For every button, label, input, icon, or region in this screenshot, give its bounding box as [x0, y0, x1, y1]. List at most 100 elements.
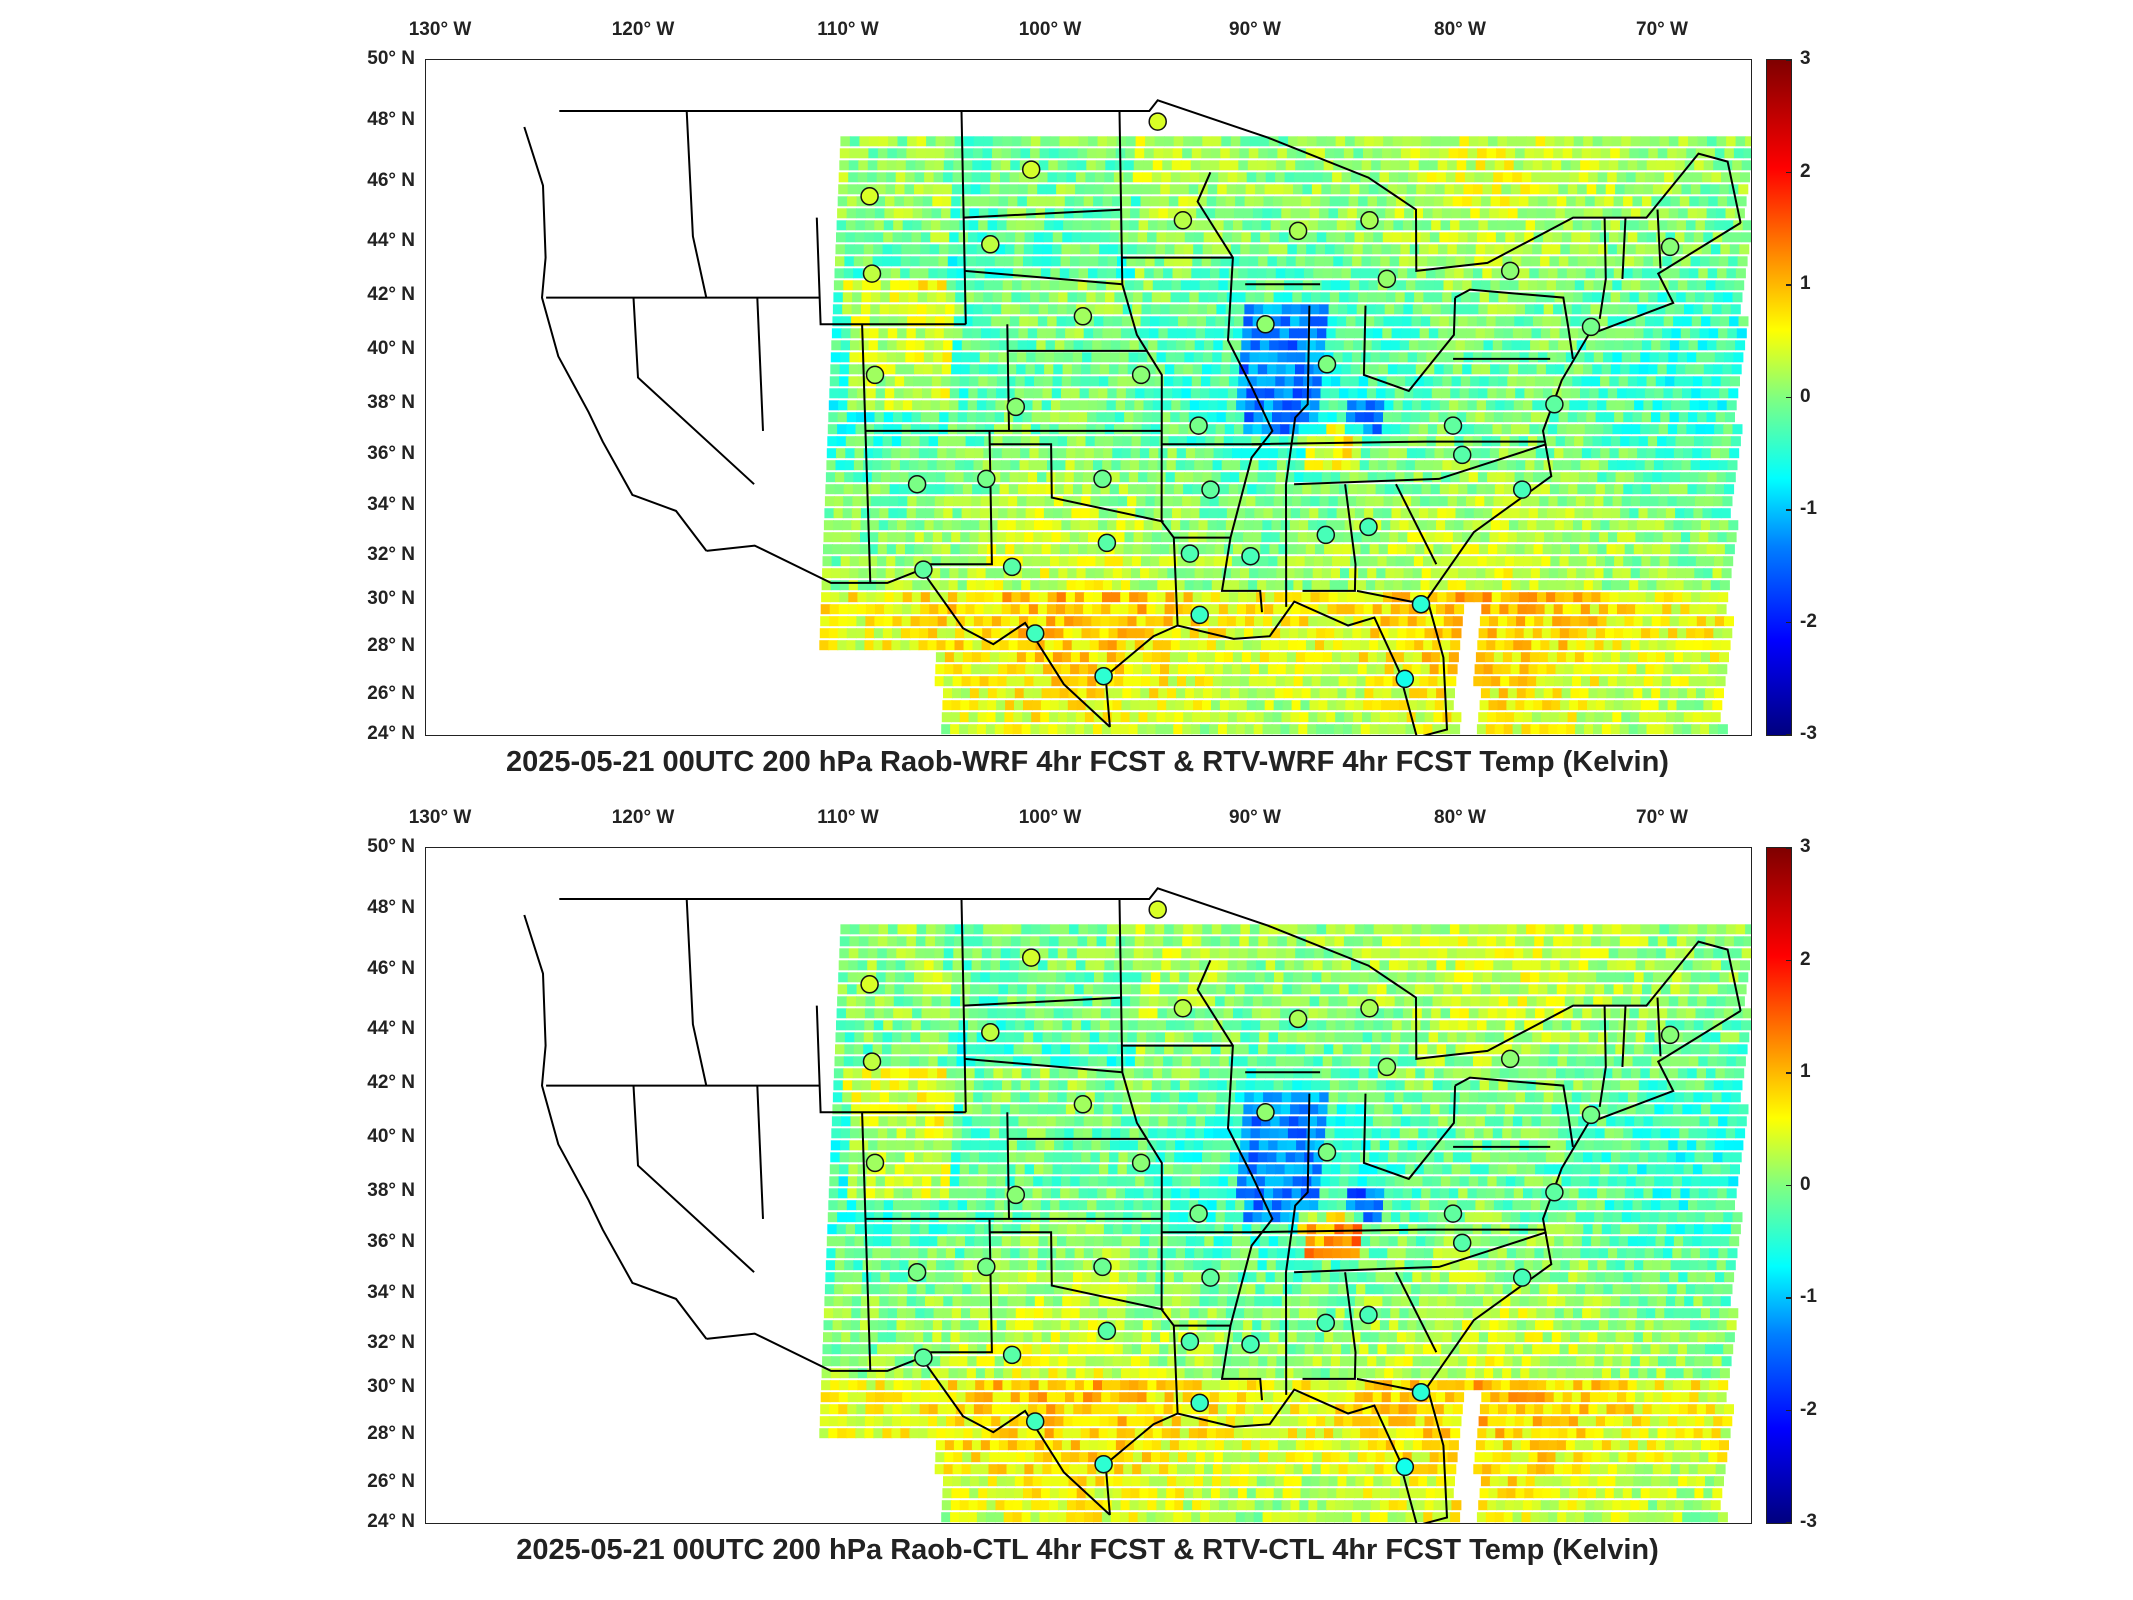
colorbar-tick-mark	[1786, 396, 1791, 398]
boundary-line	[1294, 443, 1547, 486]
raob-station-marker	[1288, 1009, 1308, 1029]
raob-station-marker	[1190, 605, 1209, 625]
raob-station-marker	[1452, 1233, 1472, 1253]
map-canvas-2	[523, 887, 1751, 1523]
raob-station-marker	[1002, 1345, 1022, 1365]
raob-station-marker	[1443, 1204, 1463, 1223]
raob-station-marker	[860, 975, 879, 994]
raob-station-marker	[1452, 445, 1472, 465]
raob-station-marker	[1395, 1457, 1415, 1477]
boundary-line	[523, 914, 708, 1340]
boundary-line	[756, 297, 764, 431]
raob-station-marker	[1443, 416, 1463, 435]
boundary-line	[1006, 1112, 1010, 1219]
raob-station-marker	[1377, 269, 1397, 289]
lat-tick-label: 42° N	[367, 1072, 415, 1094]
colorbar-tick-mark	[1786, 734, 1791, 736]
colorbar-tick-label: -1	[1800, 1286, 1817, 1307]
lon-tick-label: 80° W	[1434, 807, 1486, 828]
raob-station-marker	[1006, 1185, 1026, 1205]
lat-tick-label: 50° N	[367, 48, 415, 69]
lat-tick-label: 40° N	[367, 338, 415, 360]
raob-station-marker	[1316, 525, 1336, 545]
lat-tick-label: 34° N	[367, 1281, 415, 1303]
boundary-line	[1284, 305, 1311, 607]
boundary-line	[523, 126, 708, 552]
raob-station-marker	[1256, 1103, 1275, 1122]
raob-station-marker	[1093, 469, 1112, 489]
boundary-line	[1621, 1005, 1627, 1067]
lat-tick-label: 46° N	[367, 957, 415, 979]
boundary-line	[1656, 997, 1662, 1057]
map-title-2: 2025-05-21 00UTC 200 hPa Raob-CTL 4hr FC…	[516, 1534, 1659, 1566]
raob-station-marker	[914, 560, 933, 579]
raob-station-marker	[1093, 1257, 1112, 1277]
boundary-line	[1006, 324, 1010, 431]
boundary-line	[1251, 440, 1545, 446]
lat-tick-label: 28° N	[367, 635, 415, 657]
boundary-line	[1598, 217, 1607, 320]
raob-station-marker	[1189, 416, 1208, 435]
colorbar-tick-mark	[1786, 1409, 1791, 1411]
colorbar-tick-label: -1	[1800, 498, 1817, 519]
raob-station-marker	[1021, 948, 1041, 967]
colorbar-tick-label: 1	[1800, 1061, 1811, 1082]
raob-station-marker	[1316, 1313, 1336, 1333]
raob-station-marker	[1377, 1057, 1397, 1077]
raob-station-marker	[1545, 1183, 1564, 1202]
raob-station-marker	[1190, 1393, 1209, 1413]
boundary-line	[1302, 1272, 1357, 1380]
boundary-line	[1294, 1231, 1547, 1274]
lon-tick-label: 110° W	[817, 19, 879, 40]
boundary-line	[963, 208, 1123, 219]
boundary-line	[1621, 217, 1627, 279]
lat-tick-label: 48° N	[367, 896, 415, 918]
boundary-line	[1196, 959, 1274, 1401]
raob-station-marker	[1317, 355, 1337, 374]
boundary-line	[963, 996, 1123, 1007]
raob-station-marker	[1021, 160, 1041, 179]
lat-tick-label: 50° N	[367, 836, 415, 857]
colorbar-tick-label: 0	[1800, 385, 1811, 407]
boundary-line	[1302, 484, 1357, 592]
colorbar-tick-label: 2	[1800, 160, 1811, 182]
boundary-line	[1196, 171, 1274, 613]
colorbar-tick-label: 1	[1800, 273, 1811, 294]
boundary-line	[964, 269, 1123, 286]
lat-tick-label: 42° N	[367, 284, 415, 306]
colorbar-tick-mark	[1786, 59, 1791, 61]
colorbar-tick-mark	[1786, 847, 1791, 849]
raob-station-marker	[1411, 1382, 1431, 1402]
colorbar-tick-mark	[1786, 171, 1791, 173]
map-frame-2	[425, 847, 1752, 1524]
boundary-line	[1598, 1005, 1607, 1108]
boundary-line	[632, 1085, 755, 1273]
colorbar-tick-mark	[1786, 1522, 1791, 1524]
boundary-line	[1656, 209, 1662, 269]
lat-tick-label: 48° N	[367, 108, 415, 130]
raob-station-marker	[1201, 1268, 1220, 1287]
raob-station-marker	[1500, 261, 1520, 281]
lon-tick-label: 90° W	[1229, 807, 1281, 828]
boundary-line	[989, 443, 1164, 523]
raob-station-marker	[1581, 317, 1601, 337]
lat-tick-label: 30° N	[367, 588, 415, 609]
raob-station-marker	[1131, 1153, 1151, 1173]
raob-station-marker	[1180, 1332, 1200, 1351]
lon-tick-label: 100° W	[1018, 19, 1082, 40]
raob-station-marker	[1359, 517, 1378, 537]
boundary-line	[1362, 297, 1457, 393]
colorbar-tick-label: -2	[1800, 610, 1817, 632]
boundary-line	[1104, 222, 1742, 735]
raob-station-marker	[1241, 546, 1260, 566]
colorbar-tick-label: -2	[1800, 1398, 1817, 1420]
state-country-boundaries	[523, 99, 1742, 735]
raob-station-marker	[1317, 1143, 1337, 1162]
map-canvas-1	[523, 99, 1751, 735]
boundary-line	[861, 324, 872, 583]
boundary-line	[1395, 483, 1438, 565]
lat-tick-label: 26° N	[367, 682, 415, 704]
raob-station-marker	[977, 469, 996, 489]
lon-tick-label: 120° W	[611, 807, 675, 828]
lat-tick-label: 30° N	[367, 1376, 415, 1397]
